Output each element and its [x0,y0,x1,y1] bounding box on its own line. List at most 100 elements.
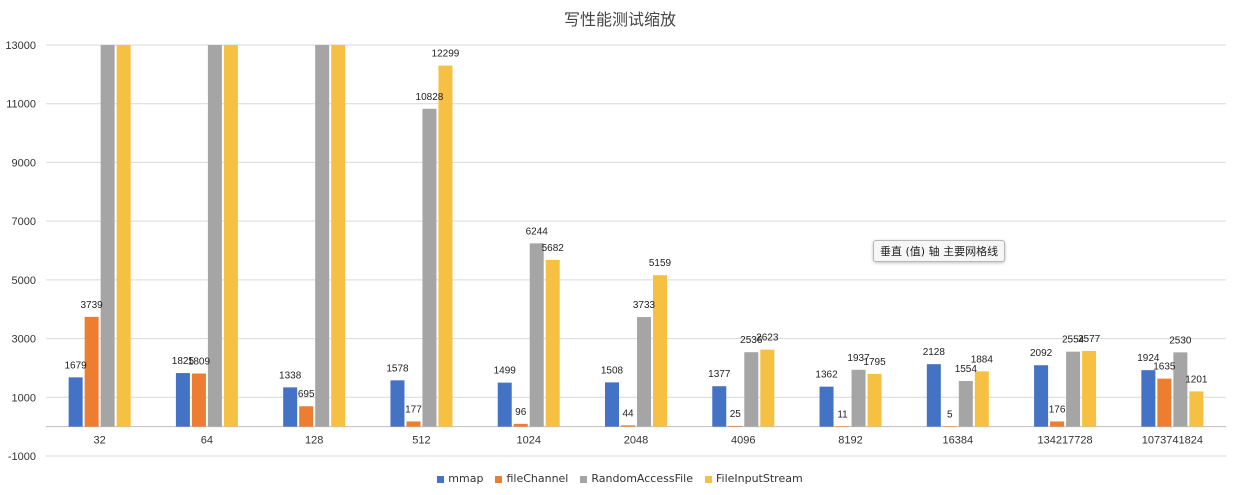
data-label: 44 [622,408,634,419]
y-tick-label: 13000 [5,40,36,52]
gridlines [46,44,1226,457]
bar-fileChannel[interactable] [406,421,421,427]
bar-RandomAccessFile[interactable] [637,317,651,427]
bar-mmap[interactable] [1141,370,1156,427]
bar-fileChannel[interactable] [1050,421,1065,427]
legend-swatch [437,475,445,483]
legend-label: mmap [448,472,484,485]
bar-RandomAccessFile[interactable] [1066,351,1081,427]
data-label: 1362 [815,370,838,381]
x-tick-label: 128 [305,435,323,447]
gridline-tooltip: 垂直 (值) 轴 主要网格线 [873,240,1006,262]
legend-swatch [580,475,588,483]
bar-mmap[interactable] [497,382,512,427]
bar-mmap[interactable] [926,364,941,427]
data-label: 96 [515,407,527,418]
bar-mmap[interactable] [390,380,405,427]
y-axis-tick-labels: -1000 1000 3000 5000 7000 9000 11000 13000 [5,40,36,463]
data-label: 12299 [432,49,460,60]
bar-fileChannel[interactable] [84,316,99,427]
bar-mmap[interactable] [819,386,834,427]
bar-FileInputStream[interactable] [867,373,882,427]
legend-label: FileInputStream [715,472,803,485]
legend-item[interactable]: mmap [437,472,483,485]
data-label: 2092 [1030,348,1053,359]
bar-FileInputStream[interactable] [116,45,131,427]
bar-fileChannel[interactable] [942,426,957,427]
bar-mmap[interactable] [68,377,83,427]
data-label: 5159 [649,258,672,269]
bar-FileInputStream[interactable] [974,371,989,427]
legend-swatch [495,475,503,483]
data-label: 695 [298,389,315,400]
x-tick-label: 4096 [731,435,755,447]
bar-fileChannel[interactable] [299,406,314,427]
data-label: 177 [405,404,422,415]
bar-fileChannel[interactable] [728,425,743,427]
bar-fileChannel[interactable] [835,426,850,427]
bar-RandomAccessFile[interactable] [1173,352,1188,427]
bar-fileChannel[interactable] [621,425,635,427]
data-label: 5682 [542,243,565,254]
x-tick-label: 134217728 [1038,435,1093,447]
bar-fileChannel[interactable] [513,423,528,427]
bar-FileInputStream[interactable] [760,349,775,427]
legend-label: RandomAccessFile [591,472,693,485]
bar-RandomAccessFile[interactable] [958,381,973,427]
y-tick-label: 3000 [12,334,36,346]
data-label: 1499 [494,366,517,377]
bar-RandomAccessFile[interactable] [100,45,115,427]
y-tick-label: 1000 [12,392,36,404]
y-tick-label: 7000 [12,216,36,228]
data-label: 1554 [955,364,978,375]
legend-item[interactable]: FileInputStream [704,472,803,485]
bar-fileChannel[interactable] [191,373,206,427]
bar-FileInputStream[interactable] [438,65,453,427]
data-label: 2623 [756,333,779,344]
x-tick-label: 32 [94,435,106,447]
data-label: 2530 [1169,335,1192,346]
bar-RandomAccessFile[interactable] [744,352,759,427]
bar-mmap[interactable] [712,386,727,427]
y-tick-label: 5000 [12,275,36,287]
x-tick-label: 16384 [943,435,974,447]
y-tick-label: 9000 [12,157,36,169]
legend-item[interactable]: RandomAccessFile [580,472,693,485]
bar-FileInputStream[interactable] [1189,391,1204,427]
bar-RandomAccessFile[interactable] [529,243,544,427]
x-tick-label: 512 [412,435,430,447]
data-label: 1578 [386,363,409,374]
bar-mmap[interactable] [283,387,298,427]
y-tick-label: 11000 [6,99,36,111]
data-label: 6244 [526,226,549,237]
bar-fileChannel[interactable] [1157,378,1172,427]
data-label: 1679 [65,360,88,371]
y-tick-label: -1000 [8,451,36,463]
legend-item[interactable]: fileChannel [495,472,568,485]
data-label: 2536 [740,335,763,346]
bar-mmap[interactable] [175,373,190,427]
bar-FileInputStream[interactable] [331,45,346,427]
data-label: 1937 [847,353,870,364]
bar-RandomAccessFile[interactable] [207,45,222,427]
data-label: 5 [947,409,953,420]
data-label: 1201 [1185,374,1208,385]
data-label: 1635 [1153,362,1176,373]
bar-FileInputStream[interactable] [545,259,560,427]
data-label: 1795 [863,357,886,368]
bar-RandomAccessFile[interactable] [851,369,866,427]
bar-FileInputStream[interactable] [223,45,238,427]
bar-mmap[interactable] [1034,365,1049,427]
bar-RandomAccessFile[interactable] [422,108,437,427]
legend[interactable]: mmap fileChannel RandomAccessFile FileInput… [0,472,1240,485]
bar-FileInputStream[interactable] [1082,350,1097,427]
x-tick-label: 8192 [838,435,862,447]
x-tick-label: 1024 [516,435,540,447]
bar-FileInputStream[interactable] [653,275,667,427]
bar-mmap[interactable] [605,382,619,427]
data-label: 25 [730,409,742,420]
x-tick-label: 1073741824 [1142,435,1203,447]
bar-RandomAccessFile[interactable] [315,45,330,427]
